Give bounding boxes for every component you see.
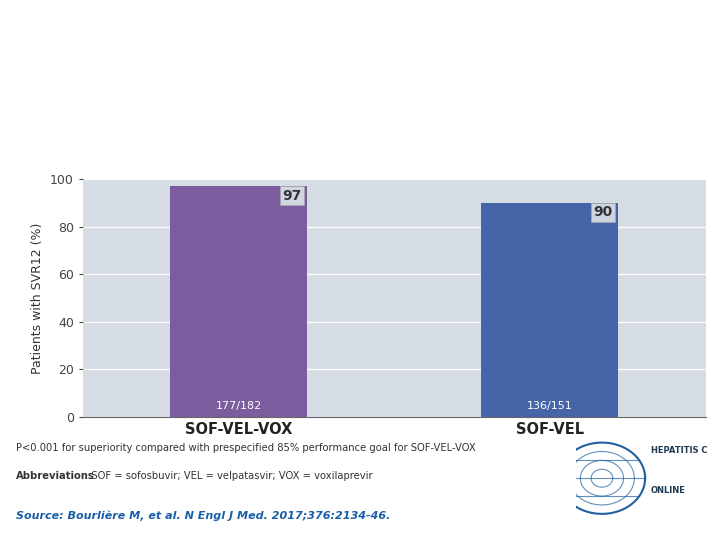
Text: ONLINE: ONLINE [651, 485, 685, 495]
Text: HEPATITIS C: HEPATITIS C [651, 447, 707, 455]
Text: : SOF = sofosbuvir; VEL = velpatasvir; VOX = voxilaprevir: : SOF = sofosbuvir; VEL = velpatasvir; V… [85, 471, 372, 481]
Y-axis label: Patients with SVR12 (%): Patients with SVR12 (%) [32, 222, 45, 374]
Text: 136/151: 136/151 [527, 401, 573, 411]
Text: 177/182: 177/182 [215, 401, 261, 411]
Text: POLARIS-4: Results: POLARIS-4: Results [18, 90, 208, 107]
Text: Abbreviations: Abbreviations [16, 471, 94, 481]
Text: 90: 90 [594, 205, 613, 219]
Bar [482, 203, 618, 417]
Text: P<0.001 for superiority compared with prespecified 85% performance goal for SOF-: P<0.001 for superiority compared with pr… [16, 443, 476, 453]
Text: Source: Bourlière M, et al. N Engl J Med. 2017;376:2134-46.: Source: Bourlière M, et al. N Engl J Med… [16, 510, 390, 521]
Bar [170, 186, 307, 417]
Text: 97: 97 [282, 189, 302, 203]
Text: POLARIS-4: Overall SVR12 by Treatment Arm: POLARIS-4: Overall SVR12 by Treatment Ar… [18, 155, 370, 168]
Text: Sofosbuvir-Velpatasvir-Voxilaprevir in DAA-Experienced GT 1-6: Sofosbuvir-Velpatasvir-Voxilaprevir in D… [18, 40, 634, 58]
